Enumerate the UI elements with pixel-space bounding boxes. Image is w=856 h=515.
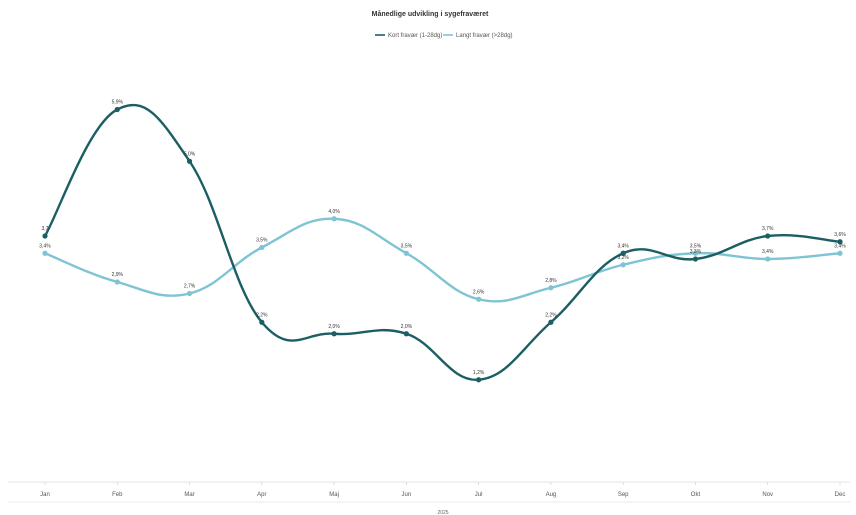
data-point[interactable] (837, 250, 843, 256)
legend-label: Langt fravær (>28dg) (456, 33, 513, 39)
data-point[interactable] (620, 262, 626, 268)
data-point[interactable] (259, 319, 265, 325)
data-label: 2,7% (184, 284, 196, 290)
data-point[interactable] (331, 216, 337, 222)
data-label: 3,5% (401, 243, 413, 249)
data-point[interactable] (259, 244, 265, 251)
data-point[interactable] (765, 233, 771, 239)
data-labels-layer: 3,4% 2,9% 2,7% 3,5% 4,0% 3,5% 2,6% 2,8% 3,2% 3,5%… (39, 100, 846, 376)
x-tick-label-dec: Dec (835, 492, 846, 498)
data-label: 5,0% (184, 151, 196, 157)
data-point[interactable] (331, 331, 337, 337)
series-line (43, 103, 842, 381)
series-layer (42, 103, 843, 383)
legend-label: Kort fravær (1-28dg) (388, 33, 442, 39)
data-point[interactable] (620, 250, 626, 256)
series-1 (42, 103, 843, 383)
x-tick-labels: Jan Feb Mar Apr Maj Jun Jul Aug Sep Okt Nov Dec (40, 492, 845, 498)
data-point[interactable] (42, 233, 48, 239)
chart-title: Månedlige udvikling i sygefraværet (372, 10, 489, 18)
x-tick-label-okt: Okt (691, 492, 701, 498)
x-tick-label-jan: Jan (40, 492, 50, 498)
data-label: 3,4% (617, 243, 629, 249)
data-label: 2,0% (401, 324, 413, 330)
data-label: 3,7% (762, 226, 774, 232)
data-label: 1,2% (473, 370, 485, 376)
data-point[interactable] (114, 279, 120, 285)
data-point[interactable] (186, 158, 193, 164)
data-label: 3,4% (762, 249, 774, 255)
data-point[interactable] (114, 106, 120, 113)
x-tick-label-maj: Maj (329, 492, 339, 498)
data-label: 5,9% (112, 100, 124, 106)
data-label: 3,7 (42, 226, 49, 232)
data-label: 3,6% (834, 232, 846, 238)
data-label: 2,6% (473, 289, 485, 295)
x-tick-label-feb: Feb (112, 492, 123, 498)
data-label: 2,2% (545, 312, 557, 318)
data-point[interactable] (548, 285, 554, 291)
data-point[interactable] (692, 256, 699, 262)
legend-item-2[interactable]: Langt fravær (>28dg) (443, 33, 513, 39)
data-label: 2,2% (256, 312, 268, 318)
x-tick-label-jul: Jul (475, 492, 483, 498)
x-axis (8, 481, 850, 503)
x-tick-label-sep: Sep (618, 492, 629, 498)
x-tick-label-apr: Apr (257, 492, 266, 498)
x-tick-label-mar: Mar (184, 492, 194, 498)
legend-item-1[interactable]: Kort fravær (1-28dg) (375, 33, 442, 39)
data-point[interactable] (403, 331, 409, 337)
data-label: 2,0% (328, 324, 340, 330)
series-line (43, 217, 842, 303)
data-point[interactable] (186, 290, 193, 297)
legend[interactable]: Kort fravær (1-28dg) Langt fravær (>28dg) (375, 33, 513, 39)
data-label: 3,2% (617, 255, 629, 261)
x-axis-title: 2025 (437, 510, 448, 515)
data-point[interactable] (765, 256, 771, 262)
data-label: 3,4% (834, 243, 846, 249)
data-point[interactable] (692, 250, 699, 256)
x-tick-label-nov: Nov (762, 492, 773, 498)
data-label: 3,3% (690, 249, 702, 255)
x-tick-label-jun: Jun (402, 492, 412, 498)
data-label: 3,5% (256, 238, 268, 244)
data-label: 2,8% (545, 278, 557, 284)
data-label: 3,5% (690, 243, 702, 249)
data-point[interactable] (476, 296, 482, 302)
data-label: 2,9% (112, 272, 124, 278)
series-2 (42, 216, 843, 303)
x-tick-label-aug: Aug (546, 492, 557, 498)
data-label: 3,4% (39, 243, 51, 249)
data-point[interactable] (837, 239, 843, 245)
data-point[interactable] (476, 377, 482, 383)
data-point[interactable] (403, 250, 409, 256)
data-point[interactable] (548, 319, 554, 325)
data-label: 4,0% (328, 209, 340, 215)
data-point[interactable] (42, 250, 48, 256)
